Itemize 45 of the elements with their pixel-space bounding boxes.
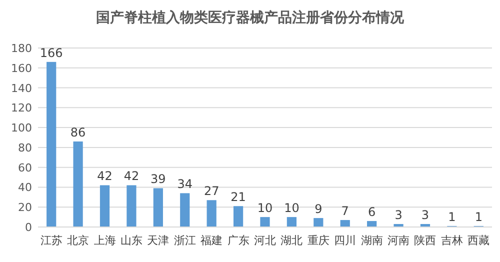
x-tick-label: 天津	[147, 234, 170, 247]
x-tick-label: 广东	[227, 234, 250, 247]
data-label: 42	[97, 169, 112, 184]
x-tick-label: 江苏	[40, 234, 62, 247]
y-tick-label: 160	[11, 62, 32, 75]
y-tick-label: 0	[25, 221, 32, 234]
data-label: 1	[474, 210, 482, 224]
data-label: 1	[448, 210, 456, 224]
x-tick-label: 河南	[388, 234, 410, 247]
y-tick-label: 80	[18, 141, 32, 154]
chart-title: 国产脊柱植入物类医疗器械产品注册省份分布情况	[96, 9, 405, 26]
y-tick-label: 40	[18, 181, 32, 194]
x-tick-label: 山东	[120, 234, 142, 247]
y-tick-label: 20	[18, 201, 32, 214]
x-tick-label: 吉林	[440, 234, 463, 247]
y-tick-label: 100	[11, 122, 32, 135]
data-label: 10	[257, 201, 273, 216]
x-tick-label: 北京	[67, 234, 90, 247]
y-tick-label: 140	[11, 82, 32, 95]
data-label: 39	[150, 172, 166, 186]
x-tick-label: 福建	[200, 234, 223, 247]
data-label: 3	[421, 208, 430, 222]
x-tick-label: 陕西	[414, 234, 436, 247]
y-tick-label: 120	[11, 102, 32, 115]
y-tick-label: 180	[11, 42, 32, 55]
data-label: 6	[368, 205, 376, 220]
x-tick-label: 河北	[254, 234, 276, 247]
x-tick-label: 湖北	[280, 234, 303, 247]
data-label: 34	[177, 177, 193, 192]
x-tick-label: 浙江	[174, 234, 196, 247]
x-tick-label: 西藏	[468, 234, 490, 247]
data-label: 86	[70, 125, 86, 140]
data-label: 10	[284, 201, 300, 216]
data-label: 42	[124, 169, 140, 184]
data-label: 7	[341, 204, 349, 218]
x-tick-label: 四川	[334, 234, 356, 247]
x-tick-label: 重庆	[307, 234, 330, 247]
data-label: 3	[394, 208, 402, 222]
data-label: 21	[230, 190, 246, 204]
data-label: 27	[204, 184, 220, 198]
x-tick-label: 上海	[94, 234, 116, 247]
x-tick-label: 湖南	[360, 234, 383, 247]
y-tick-label: 60	[18, 161, 32, 174]
data-label: 9	[314, 202, 322, 216]
data-label: 166	[40, 46, 63, 60]
